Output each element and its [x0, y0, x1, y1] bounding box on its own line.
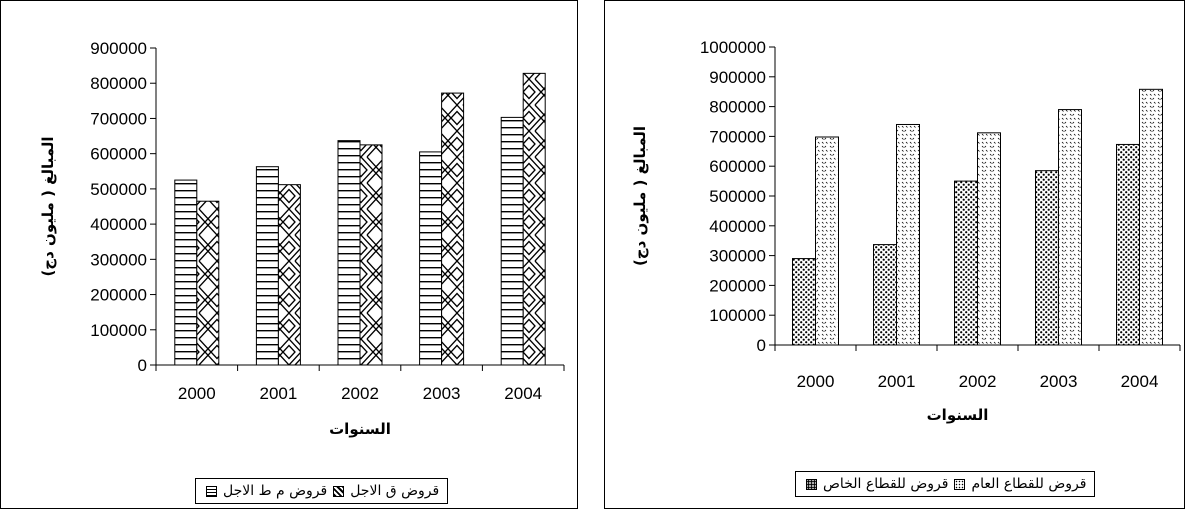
y-tick-label: 600000	[709, 157, 766, 176]
bar-2001-series-1	[896, 123, 920, 346]
bar-2002-series-0	[954, 180, 978, 346]
x-tick-label: 2000	[797, 372, 835, 391]
y-tick-label: 200000	[90, 286, 147, 305]
x-tick-label: 2004	[504, 384, 542, 403]
y-tick-label: 700000	[90, 109, 147, 128]
y-tick-label: 500000	[709, 187, 766, 206]
bar-2001-series-0	[255, 166, 279, 366]
legend-item-right-0: قروض للقطاع العام	[950, 476, 1088, 492]
chart-left-svg: 0 100000 200000 300000 400000 500000 600000 700…	[39, 39, 565, 438]
y-tick-label: 800000	[709, 98, 766, 117]
y-tick-label: 400000	[90, 215, 147, 234]
y-tick-label: 100000	[90, 321, 147, 340]
legend-label: قروض م ط الاجل	[223, 483, 328, 499]
x-tick-label: 2001	[259, 384, 297, 403]
legend-right: قروض للقطاع العام قروض للقطاع الخاص	[795, 471, 1096, 497]
bar-2004-series-0	[500, 116, 524, 366]
legend-swatch-zigzag	[333, 485, 345, 497]
x-axis-title: السنوات	[329, 420, 391, 438]
y-tick-label: 600000	[90, 145, 147, 164]
x-tick-label: 2002	[959, 372, 997, 391]
bar-2003-series-0	[419, 151, 443, 366]
y-tick-label: 200000	[709, 276, 766, 295]
bar-2004-series-1	[522, 72, 546, 366]
bar-2003-series-1	[1058, 109, 1082, 346]
y-tick-label: 1000000	[700, 38, 766, 57]
bar-2000-series-0	[174, 179, 198, 366]
chart-right-svg: 0 100000 200000 300000 400000 500000 600000 700…	[631, 38, 1181, 424]
bar-2001-series-1	[277, 184, 301, 366]
legend-swatch-light-dots	[954, 478, 966, 490]
y-tick-label: 0	[757, 336, 766, 355]
bar-2004-series-1	[1139, 88, 1163, 346]
y-tick-label: 800000	[90, 74, 147, 93]
bar-2002-series-1	[359, 144, 383, 366]
y-tick-label: 400000	[709, 217, 766, 236]
legend-label: قروض للقطاع العام	[971, 476, 1087, 492]
y-tick-label: 900000	[709, 68, 766, 87]
chart-left-panel: 0 100000 200000 300000 400000 500000 600000 700…	[0, 0, 578, 509]
y-axis-title: المبالغ ( مليون دج)	[39, 136, 57, 276]
bar-2000-series-1	[196, 200, 220, 366]
legend-item-right-1: قروض للقطاع الخاص	[802, 476, 950, 492]
y-tick-label: 100000	[709, 306, 766, 325]
chart-right-panel: 0 100000 200000 300000 400000 500000 600000 700…	[604, 0, 1185, 509]
legend-item-left-1: قروض م ط الاجل	[202, 483, 329, 499]
bar-2004-series-0	[1116, 143, 1140, 346]
x-tick-label: 2002	[341, 384, 379, 403]
bar-2000-series-0	[792, 258, 816, 346]
bar-2003-series-0	[1035, 170, 1059, 346]
y-tick-label: 900000	[90, 39, 147, 58]
bar-2002-series-0	[337, 140, 361, 366]
x-tick-label: 2003	[423, 384, 461, 403]
y-tick-label: 300000	[90, 250, 147, 269]
legend-left: قروض ق الاجل قروض م ط الاجل	[195, 478, 449, 504]
bar-2002-series-1	[977, 132, 1001, 346]
bar-2001-series-0	[873, 244, 897, 346]
legend-swatch-dots	[806, 478, 817, 490]
x-tick-label: 2001	[878, 372, 916, 391]
legend-label: قروض ق الاجل	[350, 483, 440, 499]
legend-label: قروض للقطاع الخاص	[823, 476, 949, 492]
y-tick-label: 300000	[709, 247, 766, 266]
x-tick-label: 2004	[1121, 372, 1159, 391]
x-tick-label: 2003	[1040, 372, 1078, 391]
legend-item-left-0: قروض ق الاجل	[329, 483, 441, 499]
x-axis-title: السنوات	[927, 406, 989, 424]
y-axis-title: المبالغ ( مليون دج)	[631, 126, 649, 266]
bar-2000-series-1	[815, 136, 839, 346]
bar-2003-series-1	[441, 92, 465, 366]
legend-swatch-hstripes	[206, 485, 217, 497]
y-tick-label: 500000	[90, 180, 147, 199]
y-tick-label: 0	[138, 356, 147, 375]
x-tick-label: 2000	[178, 384, 216, 403]
y-tick-label: 700000	[709, 127, 766, 146]
